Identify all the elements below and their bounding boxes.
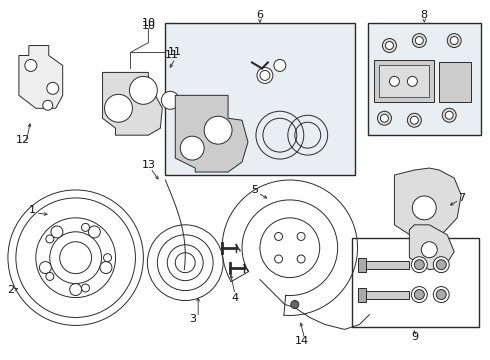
Text: 10: 10 [142, 18, 155, 28]
Circle shape [380, 114, 389, 122]
Circle shape [436, 260, 446, 270]
Bar [358, 258, 366, 272]
Circle shape [88, 226, 100, 238]
Circle shape [297, 233, 305, 240]
Circle shape [433, 287, 449, 302]
Circle shape [415, 289, 424, 300]
Text: 4: 4 [231, 293, 239, 302]
Circle shape [161, 91, 179, 109]
Circle shape [104, 94, 132, 122]
Circle shape [46, 273, 54, 280]
Circle shape [407, 113, 421, 127]
Bar [439, 62, 471, 102]
Text: 5: 5 [251, 185, 258, 195]
Text: 7: 7 [458, 193, 465, 203]
Circle shape [383, 39, 396, 53]
Text: 3: 3 [189, 314, 196, 324]
Polygon shape [19, 45, 63, 108]
Circle shape [291, 301, 299, 309]
Polygon shape [394, 168, 461, 240]
Bar [352, 238, 479, 328]
Circle shape [100, 262, 112, 274]
Text: 12: 12 [16, 135, 30, 145]
Circle shape [204, 116, 232, 144]
Circle shape [103, 254, 112, 262]
Bar [379, 66, 429, 97]
Polygon shape [102, 72, 162, 135]
Circle shape [390, 76, 399, 86]
Circle shape [70, 284, 82, 296]
Circle shape [25, 59, 37, 71]
Polygon shape [175, 95, 248, 172]
Text: 10: 10 [142, 21, 155, 31]
Circle shape [413, 33, 426, 48]
Circle shape [47, 82, 59, 94]
Circle shape [450, 37, 458, 45]
Circle shape [180, 136, 204, 160]
Bar [362, 261, 409, 269]
Circle shape [39, 262, 51, 274]
Text: 8: 8 [421, 10, 428, 20]
Circle shape [445, 111, 453, 119]
Circle shape [377, 111, 392, 125]
Circle shape [407, 76, 417, 86]
Circle shape [421, 242, 437, 258]
Circle shape [81, 284, 90, 292]
Polygon shape [409, 225, 454, 270]
Circle shape [436, 289, 446, 300]
Circle shape [257, 67, 273, 84]
Circle shape [46, 235, 54, 243]
Bar [358, 288, 366, 302]
Circle shape [274, 255, 283, 263]
Circle shape [442, 108, 456, 122]
Text: 1: 1 [29, 205, 36, 215]
Text: 11: 11 [165, 50, 179, 60]
Circle shape [433, 257, 449, 273]
Bar [362, 291, 409, 298]
Circle shape [412, 257, 427, 273]
Text: 13: 13 [142, 160, 155, 170]
Circle shape [412, 287, 427, 302]
Circle shape [386, 41, 393, 50]
Circle shape [416, 37, 423, 45]
Text: 14: 14 [294, 336, 309, 346]
Text: 11: 11 [168, 48, 182, 58]
Bar [368, 23, 481, 135]
Circle shape [447, 33, 461, 48]
Circle shape [129, 76, 157, 104]
Circle shape [274, 59, 286, 71]
Text: 9: 9 [411, 332, 418, 342]
Bar [165, 23, 355, 175]
Circle shape [81, 224, 90, 231]
Text: 6: 6 [256, 10, 264, 20]
Text: 2: 2 [7, 284, 15, 294]
Circle shape [415, 260, 424, 270]
Circle shape [297, 255, 305, 263]
Bar [374, 60, 434, 102]
Circle shape [43, 100, 53, 110]
Circle shape [413, 196, 436, 220]
Circle shape [274, 233, 283, 240]
Circle shape [410, 116, 418, 124]
Circle shape [51, 226, 63, 238]
